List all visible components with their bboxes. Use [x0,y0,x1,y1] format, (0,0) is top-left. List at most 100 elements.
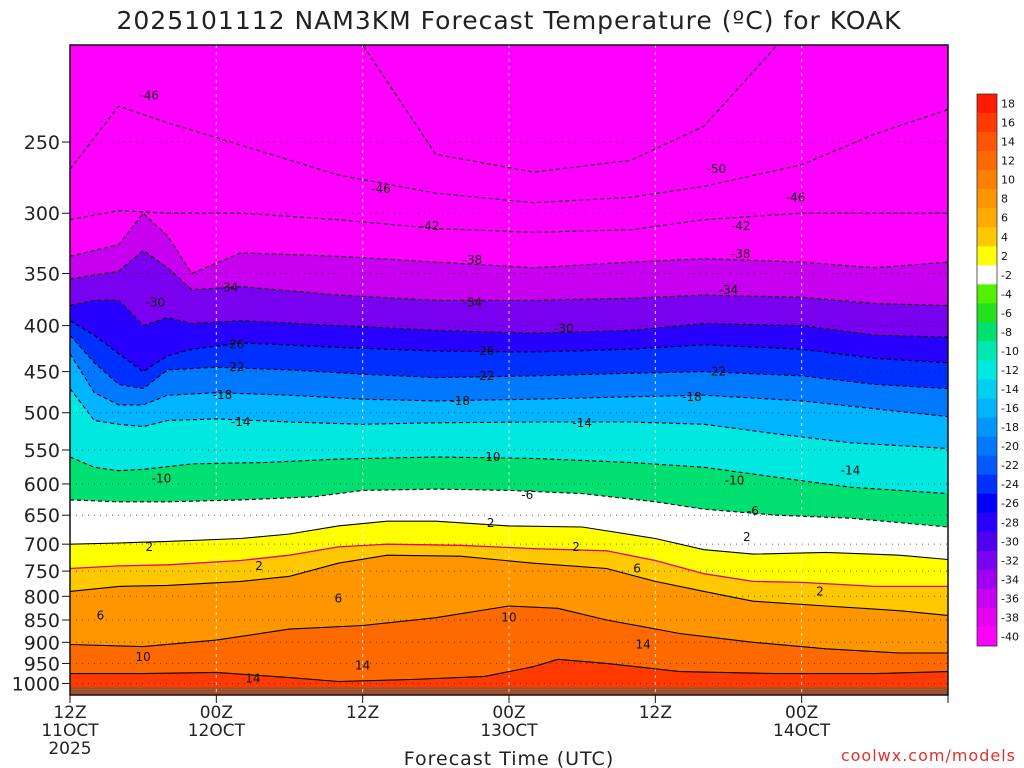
isotherm-label: -22 [475,369,495,383]
colorbar-tick-label: 4 [1001,231,1008,244]
temperature-band [70,544,948,616]
x-tick-label: 2025 [48,739,91,759]
temperature-band [70,388,948,494]
x-tick-label: 00Z [492,703,525,723]
isotherm-label: 2 [572,540,580,554]
y-tick-label: 700 [24,534,60,556]
isotherm-line [70,45,948,173]
colorbar-swatch [977,170,997,190]
isotherm-line [70,388,948,450]
temperature-band [70,45,948,203]
colorbar-swatch [977,341,997,361]
x-tick-label: 12Z [346,703,379,723]
y-tick-label: 300 [24,203,60,225]
y-tick-label: 550 [24,440,60,462]
y-tick-label: 1000 [12,673,60,695]
isotherm-line [70,554,948,616]
colorbar-tick-label: -40 [1001,630,1019,643]
colorbar-swatch [977,132,997,152]
x-tick-label: 12Z [53,703,86,723]
isotherm-label: 6 [334,592,342,606]
isotherm-line [70,299,948,338]
credit-link[interactable]: coolwx.com/models [841,746,1016,765]
colorbar: 18 16 14 12 10 8 6 4 2 -2 -4 -6 -8 -10 -12 -14 -16 -18 -20… [976,93,1019,647]
isotherm-label: -10 [481,450,501,464]
isotherm-label: -6 [521,488,533,502]
isotherm-label: 10 [136,650,151,664]
y-tick-label: 600 [24,474,60,496]
colorbar-tick-label: 6 [1001,212,1008,225]
colorbar-tick-label: -20 [1001,440,1019,453]
colorbar-tick-label: -4 [1001,288,1012,301]
colorbar-swatch [977,588,997,609]
colorbar-tick-label: 18 [1001,98,1015,111]
x-axis-label: Forecast Time (UTC) [404,748,614,768]
colorbar-tick-label: -6 [1001,307,1012,320]
isotherm-lines [70,45,948,683]
y-tick-label: 850 [24,610,60,632]
isotherm-line [70,249,948,307]
isotherm-line [70,212,948,275]
colorbar-swatch [977,265,997,285]
colorbar-tick-label: -18 [1001,421,1019,434]
isotherm-label: -22 [707,365,727,379]
isotherm-label: 6 [97,608,105,622]
x-tick-label: 00Z [785,703,818,723]
isotherm-label: -42 [420,219,440,233]
colorbar-swatch [977,436,997,456]
colorbar-swatch [977,398,997,418]
colorbar-tick-label: 12 [1001,155,1015,168]
colorbar-tick-label: -34 [1001,573,1019,586]
colorbar-tick-label: 8 [1001,193,1008,206]
isotherm-label: -34 [219,281,239,295]
isotherm-label: -46 [139,89,159,103]
isotherm-label: -14 [841,464,861,478]
temperature-band [70,213,948,306]
temperature-band [70,250,948,338]
isotherm-label: -30 [554,322,574,336]
isotherm-label: -42 [731,219,751,233]
colorbar-tick-label: 10 [1001,174,1015,187]
colorbar-swatch [977,417,997,437]
colorbar-tick-label: -24 [1001,478,1019,491]
plot-area: -46 -50 -46 -46 -42 -42 -38 -38 -34 -34 -34 -30 -30 -… [70,45,948,695]
isotherm-label: 2 [145,540,153,554]
temperature-band [70,353,948,449]
isotherm-label: -18 [213,388,233,402]
colorbar-tick-label: 14 [1001,136,1015,149]
y-tick-label: 650 [24,505,60,527]
x-tick-label: 11OCT [41,721,99,741]
colorbar-swatch [977,531,997,552]
grid-lines [70,45,948,695]
y-tick-label: 350 [24,263,60,285]
y-tick-label: 400 [24,316,60,338]
temperature-band [70,489,948,560]
colorbar-swatch [977,189,997,209]
colorbar-swatch [977,626,997,647]
colorbar-swatch [977,303,997,323]
x-tick-label: 00Z [200,703,233,723]
colorbar-tick-label: -10 [1001,345,1019,358]
colorbar-frame [976,93,998,647]
colorbar-tick-label: -28 [1001,516,1019,529]
y-tick-label: 250 [24,132,60,154]
isotherm-label: 14 [245,672,260,686]
colorbar-swatch [977,151,997,171]
temperature-band [70,457,948,527]
colorbar-tick-label: -22 [1001,459,1019,472]
colorbar-swatch [977,512,997,533]
x-tick-label: 12Z [639,703,672,723]
colorbar-tick-label: -36 [1001,592,1019,605]
isotherm-label: -22 [225,360,245,374]
colorbar-swatch [977,227,997,247]
isotherm-label: -18 [450,394,470,408]
colorbar-swatch [977,322,997,342]
isotherm-label: -38 [731,247,751,261]
isotherm-label: -46 [371,182,391,196]
isotherm-label: 6 [633,561,641,575]
isotherm-line [70,605,948,654]
colorbar-tick-label: -12 [1001,364,1019,377]
isotherm-label: -50 [707,162,727,176]
isotherm-line [70,488,948,528]
